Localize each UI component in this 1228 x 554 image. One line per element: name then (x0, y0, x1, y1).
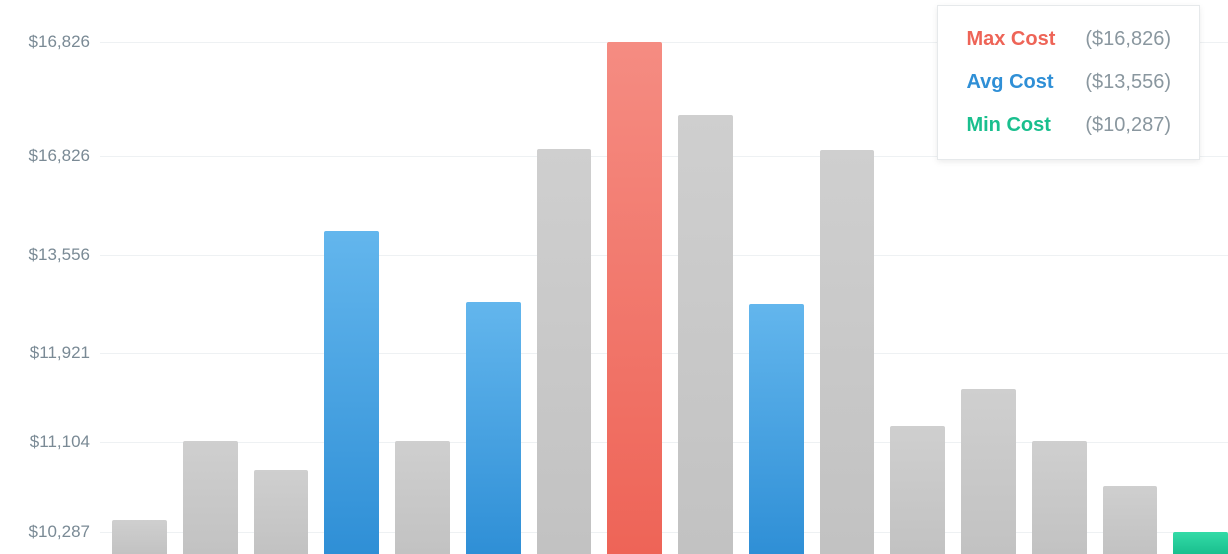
y-tick-label: $11,921 (30, 343, 90, 363)
bar-fill-avg (324, 231, 379, 554)
y-tick-label: $11,104 (30, 432, 90, 452)
y-tick-label: $13,556 (29, 245, 90, 265)
y-tick-label: $10,287 (29, 522, 90, 542)
bar-fill-other (961, 389, 1016, 554)
bar-fill-avg (466, 302, 521, 554)
cost-bar-chart: $16,826 $16,826 $13,556 $11,921 $11,104 $10,2… (0, 0, 1228, 554)
bar-fill-avg (749, 304, 804, 554)
y-tick-label: $16,826 (29, 146, 90, 166)
bar-fill-other (820, 150, 875, 554)
bar-fill-other (395, 441, 450, 554)
legend-value: ($10,287) (1085, 114, 1171, 137)
bar-fill-other (183, 441, 238, 554)
legend-label: Max Cost (966, 28, 1055, 51)
bar-fill-other (678, 115, 733, 554)
bar-fill-other (112, 520, 167, 554)
legend-value: ($13,556) (1085, 71, 1171, 94)
legend-value: ($16,826) (1085, 28, 1171, 51)
y-axis: $16,826 $16,826 $13,556 $11,921 $11,104 $10,2… (0, 0, 100, 554)
bar-fill-other (890, 426, 945, 554)
bar-fill-other (537, 149, 592, 554)
legend-label: Min Cost (966, 114, 1055, 137)
bar-fill-max (607, 42, 662, 554)
bar-fill-other (1032, 441, 1087, 554)
y-tick-label: $16,826 (29, 32, 90, 52)
bar-fill-other (254, 470, 309, 554)
legend-card: Max Cost ($16,826) Avg Cost ($13,556) Min Co… (937, 5, 1200, 160)
legend-label: Avg Cost (966, 71, 1055, 94)
bar-fill-min (1173, 532, 1228, 554)
bar-fill-other (1103, 486, 1158, 554)
